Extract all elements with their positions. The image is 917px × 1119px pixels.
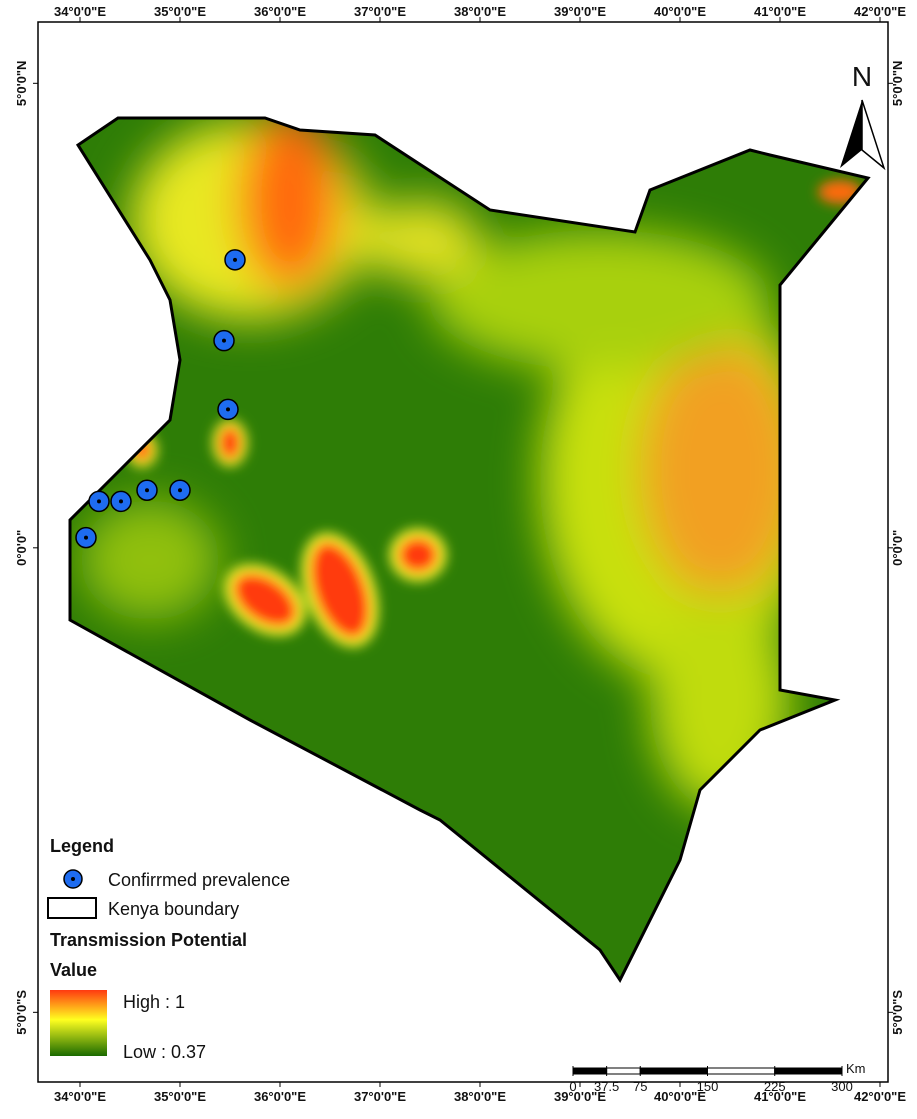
prevalence-point-dot xyxy=(84,535,88,540)
prevalence-point-dot xyxy=(233,257,237,262)
scale-label: 225 xyxy=(764,1079,786,1094)
x-tick-label: 41°0'0"E xyxy=(754,4,806,19)
x-tick-label: 37°0'0"E xyxy=(354,4,406,19)
legend-point-label: Confirrmed prevalence xyxy=(108,870,290,890)
x-tick-label: 35°0'0"E xyxy=(154,4,206,19)
scale-bar: 0 37.5 75 150 225 300 Km xyxy=(569,1061,865,1094)
x-tick-label: 40°0'0"E xyxy=(654,4,706,19)
x-tick-label: 38°0'0"E xyxy=(454,1089,506,1104)
scale-segment xyxy=(572,1067,608,1075)
prevalence-point-dot xyxy=(145,488,149,493)
x-tick-label: 34°0'0"E xyxy=(54,1089,106,1104)
scale-segment xyxy=(606,1067,641,1075)
x-tick-label: 40°0'0"E xyxy=(654,1089,706,1104)
legend-ramp xyxy=(50,990,107,1056)
y-tick-label: 0°0'0" xyxy=(890,530,905,566)
north-label: N xyxy=(852,61,872,92)
north-arrow: N xyxy=(840,61,886,171)
x-tick-label: 34°0'0"E xyxy=(54,4,106,19)
scale-segment xyxy=(639,1067,708,1075)
scale-segment xyxy=(707,1067,776,1075)
scale-label: 75 xyxy=(633,1079,647,1094)
x-tick-label: 35°0'0"E xyxy=(154,1089,206,1104)
scale-label: 0 xyxy=(569,1079,576,1094)
legend-title: Legend xyxy=(50,836,114,856)
legend: Legend Confirrmed prevalence Kenya bound… xyxy=(47,836,290,1062)
legend-boundary-label: Kenya boundary xyxy=(108,899,239,919)
legend-raster-subtitle: Value xyxy=(50,960,97,980)
legend-boundary-symbol xyxy=(47,897,97,919)
scale-label: 150 xyxy=(697,1079,719,1094)
x-tick-label: 39°0'0"E xyxy=(554,4,606,19)
y-tick-label: 5°0'0"S xyxy=(890,990,905,1035)
y-tick-label: 0°0'0" xyxy=(14,530,29,566)
prevalence-point-dot xyxy=(119,499,123,504)
x-tick-label: 36°0'0"E xyxy=(254,1089,306,1104)
scale-label: 37.5 xyxy=(594,1079,619,1094)
prevalence-point-dot xyxy=(97,499,101,504)
legend-raster-title: Transmission Potential xyxy=(50,930,247,950)
x-tick-label: 37°0'0"E xyxy=(354,1089,406,1104)
y-tick-label: 5°0'0"S xyxy=(14,990,29,1035)
prevalence-points xyxy=(75,249,246,549)
graticule-labels: 34°0'0"E 34°0'0"E 35°0'0"E 35°0'0"E 36°0'0"E… xyxy=(14,4,906,1104)
legend-high: High : 1 xyxy=(123,992,185,1012)
x-tick-label: 42°0'0"E xyxy=(854,4,906,19)
x-tick-label: 36°0'0"E xyxy=(254,4,306,19)
scale-label: 300 xyxy=(831,1079,853,1094)
x-tick-label: 38°0'0"E xyxy=(454,4,506,19)
y-tick-label: 5°0'0"N xyxy=(890,61,905,107)
scale-unit: Km xyxy=(846,1061,866,1076)
x-tick-label: 41°0'0"E xyxy=(754,1089,806,1104)
prevalence-point-dot xyxy=(178,488,182,493)
legend-low: Low : 0.37 xyxy=(123,1042,206,1062)
x-tick-label: 39°0'0"E xyxy=(554,1089,606,1104)
prevalence-point-dot xyxy=(226,407,230,412)
scale-segment xyxy=(774,1067,843,1075)
prevalence-point-dot xyxy=(222,338,226,343)
y-tick-label: 5°0'0"N xyxy=(14,61,29,107)
legend-point-dot xyxy=(71,877,75,881)
x-tick-label: 42°0'0"E xyxy=(854,1089,906,1104)
